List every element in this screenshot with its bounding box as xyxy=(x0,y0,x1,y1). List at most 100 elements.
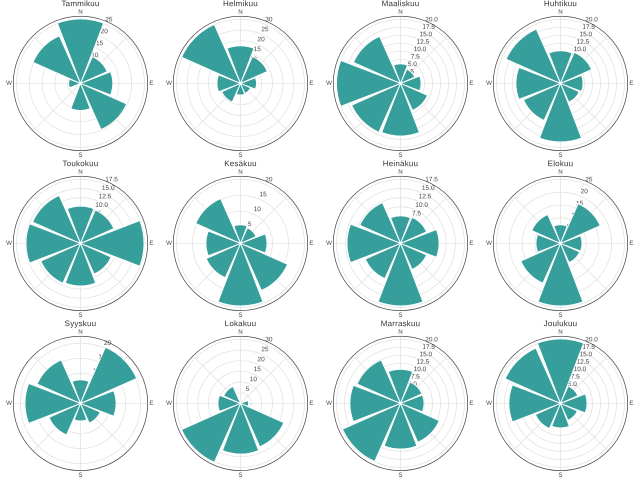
svg-text:Lokakuu: Lokakuu xyxy=(225,319,257,328)
svg-text:20: 20 xyxy=(265,176,273,183)
svg-text:Kesäkuu: Kesäkuu xyxy=(224,159,257,168)
svg-text:W: W xyxy=(326,80,332,87)
svg-text:S: S xyxy=(398,472,402,479)
svg-text:17.5: 17.5 xyxy=(582,24,595,31)
svg-text:W: W xyxy=(166,240,172,247)
svg-text:W: W xyxy=(326,400,332,407)
svg-text:Syyskuu: Syyskuu xyxy=(65,319,97,328)
svg-text:20.0: 20.0 xyxy=(585,336,598,343)
svg-text:E: E xyxy=(149,80,153,87)
svg-text:N: N xyxy=(558,9,562,16)
svg-text:20: 20 xyxy=(581,188,589,195)
svg-text:25: 25 xyxy=(585,176,593,183)
svg-text:S: S xyxy=(78,472,82,479)
svg-text:5.0: 5.0 xyxy=(568,381,577,388)
svg-text:15: 15 xyxy=(254,366,262,373)
svg-text:N: N xyxy=(558,169,562,176)
svg-text:15: 15 xyxy=(259,191,267,198)
svg-text:S: S xyxy=(558,152,562,159)
svg-text:E: E xyxy=(469,400,473,407)
svg-text:15.0: 15.0 xyxy=(102,185,115,192)
svg-text:W: W xyxy=(6,240,12,247)
svg-text:20: 20 xyxy=(258,36,266,43)
svg-text:Toukokuu: Toukokuu xyxy=(63,159,99,168)
svg-text:S: S xyxy=(238,152,242,159)
svg-text:15.0: 15.0 xyxy=(422,185,435,192)
svg-text:7.5: 7.5 xyxy=(411,374,420,381)
svg-text:N: N xyxy=(398,9,402,16)
svg-text:W: W xyxy=(6,80,12,87)
svg-text:Huhtikuu: Huhtikuu xyxy=(544,0,577,8)
svg-text:Maaliskuu: Maaliskuu xyxy=(382,0,420,8)
svg-text:10.0: 10.0 xyxy=(415,202,428,209)
svg-text:Heinäkuu: Heinäkuu xyxy=(383,159,418,168)
svg-text:W: W xyxy=(486,240,492,247)
svg-text:10.0: 10.0 xyxy=(414,366,427,373)
svg-text:12.5: 12.5 xyxy=(417,359,430,366)
svg-text:12.5: 12.5 xyxy=(577,39,590,46)
svg-text:12.5: 12.5 xyxy=(99,193,112,200)
svg-text:17.5: 17.5 xyxy=(105,176,118,183)
svg-text:12.5: 12.5 xyxy=(419,193,432,200)
svg-text:30: 30 xyxy=(265,16,273,23)
svg-text:10: 10 xyxy=(91,52,99,59)
svg-text:10.0: 10.0 xyxy=(574,366,587,373)
svg-text:Joulukuu: Joulukuu xyxy=(544,319,578,328)
svg-text:5: 5 xyxy=(246,386,250,393)
svg-text:10: 10 xyxy=(250,376,258,383)
svg-text:S: S xyxy=(238,312,242,319)
svg-text:W: W xyxy=(486,400,492,407)
svg-text:15: 15 xyxy=(576,200,584,207)
svg-text:W: W xyxy=(166,400,172,407)
svg-text:15.0: 15.0 xyxy=(579,31,592,38)
svg-text:N: N xyxy=(78,329,82,336)
svg-text:25: 25 xyxy=(261,26,269,33)
svg-text:17.5: 17.5 xyxy=(425,176,438,183)
svg-text:7.5: 7.5 xyxy=(571,374,580,381)
svg-text:E: E xyxy=(629,240,633,247)
svg-text:W: W xyxy=(326,240,332,247)
svg-text:E: E xyxy=(309,80,313,87)
svg-text:N: N xyxy=(398,329,402,336)
svg-text:E: E xyxy=(309,240,313,247)
svg-text:10: 10 xyxy=(254,206,262,213)
svg-text:20: 20 xyxy=(258,356,266,363)
svg-text:10.0: 10.0 xyxy=(574,46,587,53)
svg-text:25: 25 xyxy=(261,346,269,353)
svg-text:S: S xyxy=(558,312,562,319)
svg-text:12.5: 12.5 xyxy=(577,359,590,366)
svg-text:E: E xyxy=(469,80,473,87)
svg-text:W: W xyxy=(6,400,12,407)
svg-text:E: E xyxy=(629,80,633,87)
svg-text:7.5: 7.5 xyxy=(411,54,420,61)
svg-text:E: E xyxy=(149,240,153,247)
svg-text:S: S xyxy=(398,152,402,159)
svg-text:10.0: 10.0 xyxy=(95,202,108,209)
svg-text:20: 20 xyxy=(104,340,112,347)
svg-text:15: 15 xyxy=(96,40,104,47)
svg-text:E: E xyxy=(629,400,633,407)
svg-text:15.0: 15.0 xyxy=(419,351,432,358)
svg-text:20.0: 20.0 xyxy=(425,336,438,343)
svg-text:E: E xyxy=(469,240,473,247)
svg-text:25: 25 xyxy=(105,16,113,23)
svg-text:N: N xyxy=(78,9,82,16)
svg-text:20.0: 20.0 xyxy=(585,16,598,23)
svg-text:20: 20 xyxy=(101,28,109,35)
svg-text:E: E xyxy=(149,400,153,407)
svg-text:30: 30 xyxy=(265,336,273,343)
svg-text:17.5: 17.5 xyxy=(422,344,435,351)
svg-text:Elokuu: Elokuu xyxy=(548,159,574,168)
svg-text:S: S xyxy=(398,312,402,319)
svg-text:Marraskuu: Marraskuu xyxy=(381,319,421,328)
svg-text:17.5: 17.5 xyxy=(582,344,595,351)
svg-text:10.0: 10.0 xyxy=(414,46,427,53)
svg-text:5.0: 5.0 xyxy=(408,61,417,68)
svg-text:Helmikuu: Helmikuu xyxy=(223,0,258,8)
svg-text:N: N xyxy=(398,169,402,176)
svg-text:12.5: 12.5 xyxy=(417,39,430,46)
svg-text:N: N xyxy=(238,9,242,16)
svg-text:W: W xyxy=(166,80,172,87)
svg-text:W: W xyxy=(486,80,492,87)
svg-text:S: S xyxy=(558,472,562,479)
